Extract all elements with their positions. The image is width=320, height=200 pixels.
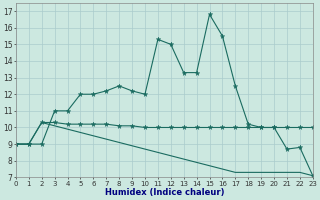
X-axis label: Humidex (Indice chaleur): Humidex (Indice chaleur)	[105, 188, 224, 197]
